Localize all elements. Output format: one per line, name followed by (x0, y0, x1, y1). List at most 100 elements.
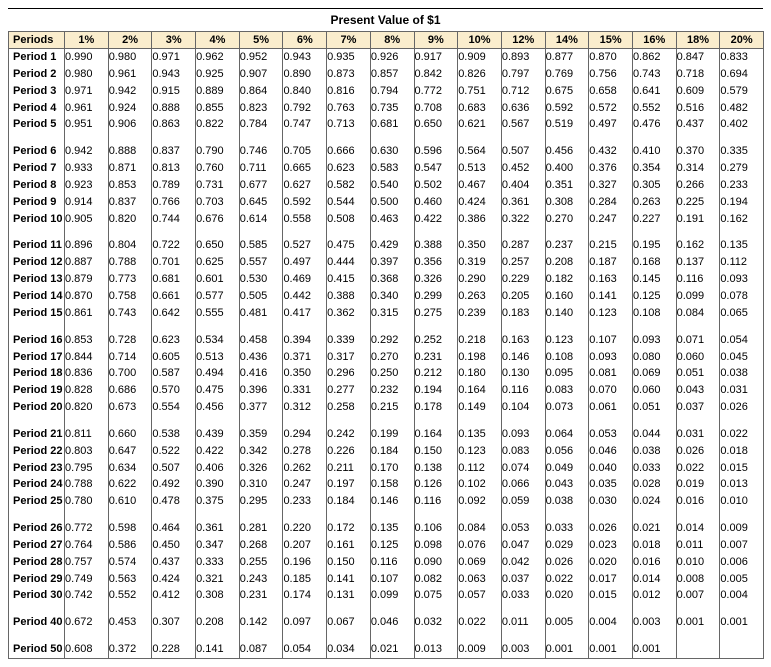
value-cell: 0.350 (283, 365, 327, 382)
value-cell: 0.625 (196, 254, 240, 271)
value-cell: 0.406 (196, 460, 240, 477)
value-cell: 0.044 (632, 426, 676, 443)
value-cell: 0.519 (545, 116, 589, 133)
value-cell: 0.676 (196, 211, 240, 228)
value-cell: 0.003 (632, 614, 676, 631)
value-cell: 0.067 (327, 614, 371, 631)
value-cell: 0.422 (196, 443, 240, 460)
period-label: Period 25 (9, 493, 65, 510)
value-cell: 0.788 (108, 254, 152, 271)
value-cell: 0.146 (370, 493, 414, 510)
value-cell: 0.142 (239, 614, 283, 631)
value-cell: 0.237 (545, 237, 589, 254)
value-cell: 0.006 (720, 554, 764, 571)
value-cell: 0.795 (65, 460, 109, 477)
value-cell: 0.065 (720, 305, 764, 322)
value-cell: 0.075 (414, 587, 458, 604)
value-cell: 0.164 (458, 382, 502, 399)
value-cell: 0.905 (65, 211, 109, 228)
value-cell: 0.158 (370, 476, 414, 493)
value-cell: 0.018 (720, 443, 764, 460)
value-cell: 0.024 (632, 493, 676, 510)
value-cell: 0.372 (108, 641, 152, 658)
period-label: Period 1 (9, 49, 65, 66)
value-cell: 0.208 (545, 254, 589, 271)
value-cell: 0.137 (676, 254, 720, 271)
value-cell: 0.028 (632, 476, 676, 493)
value-cell: 0.747 (283, 116, 327, 133)
value-cell: 0.647 (108, 443, 152, 460)
value-cell: 0.731 (196, 177, 240, 194)
value-cell: 0.197 (327, 476, 371, 493)
value-cell: 0.080 (632, 349, 676, 366)
value-cell: 0.888 (152, 100, 196, 117)
table-row: Period 90.9140.8370.7660.7030.6450.5920.… (9, 194, 764, 211)
table-row: Period 50.9510.9060.8630.8220.7840.7470.… (9, 116, 764, 133)
value-cell: 0.004 (720, 587, 764, 604)
value-cell: 0.416 (239, 365, 283, 382)
table-row: Period 40.9610.9240.8880.8550.8230.7920.… (9, 100, 764, 117)
value-cell: 0.038 (632, 443, 676, 460)
value-cell: 0.766 (152, 194, 196, 211)
value-cell: 0.961 (108, 66, 152, 83)
value-cell: 0.826 (458, 66, 502, 83)
value-cell: 0.583 (370, 160, 414, 177)
value-cell: 0.773 (108, 271, 152, 288)
value-cell: 0.811 (65, 426, 109, 443)
table-row: Period 500.6080.3720.2280.1410.0870.0540… (9, 641, 764, 658)
value-cell: 0.331 (283, 382, 327, 399)
value-cell: 0.909 (458, 49, 502, 66)
value-cell: 0.417 (283, 305, 327, 322)
value-cell: 0.701 (152, 254, 196, 271)
value-cell: 0.038 (545, 493, 589, 510)
value-cell: 0.069 (632, 365, 676, 382)
value-cell: 0.123 (545, 332, 589, 349)
group-gap (9, 322, 764, 332)
value-cell: 0.660 (108, 426, 152, 443)
value-cell: 0.574 (108, 554, 152, 571)
period-label: Period 21 (9, 426, 65, 443)
value-cell: 0.893 (501, 49, 545, 66)
table-row: Period 20.9800.9610.9430.9250.9070.8900.… (9, 66, 764, 83)
period-label: Period 28 (9, 554, 65, 571)
value-cell: 0.013 (414, 641, 458, 658)
table-row: Period 210.8110.6600.5380.4390.3590.2940… (9, 426, 764, 443)
value-cell: 0.020 (545, 587, 589, 604)
value-cell: 0.012 (632, 587, 676, 604)
value-cell: 0.141 (196, 641, 240, 658)
value-cell: 0.327 (589, 177, 633, 194)
value-cell: 0.317 (327, 349, 371, 366)
value-cell: 0.422 (414, 211, 458, 228)
value-cell: 0.233 (283, 493, 327, 510)
period-label: Period 8 (9, 177, 65, 194)
value-cell: 0.516 (676, 100, 720, 117)
value-cell: 0.042 (501, 554, 545, 571)
value-cell: 0.049 (545, 460, 589, 477)
value-cell: 0.502 (414, 177, 458, 194)
value-cell: 0.803 (65, 443, 109, 460)
value-cell: 0.481 (239, 305, 283, 322)
value-cell: 0.199 (370, 426, 414, 443)
value-cell: 0.033 (545, 520, 589, 537)
value-cell: 0.150 (327, 554, 371, 571)
value-cell: 0.195 (632, 237, 676, 254)
period-label: Period 23 (9, 460, 65, 477)
value-cell: 0.475 (327, 237, 371, 254)
value-cell: 0.046 (370, 614, 414, 631)
value-cell: 0.326 (414, 271, 458, 288)
group-gap (9, 416, 764, 426)
value-cell: 0.026 (589, 520, 633, 537)
value-cell: 0.889 (196, 83, 240, 100)
value-cell: 0.842 (414, 66, 458, 83)
value-cell: 0.040 (589, 460, 633, 477)
value-cell: 0.505 (239, 288, 283, 305)
value-cell: 0.513 (196, 349, 240, 366)
value-cell: 0.307 (152, 614, 196, 631)
value-cell: 0.614 (239, 211, 283, 228)
value-cell: 0.879 (65, 271, 109, 288)
value-cell: 0.145 (632, 271, 676, 288)
value-cell: 0.095 (545, 365, 589, 382)
header-rate: 3% (152, 32, 196, 49)
table-row: Period 300.7420.5520.4120.3080.2310.1740… (9, 587, 764, 604)
value-cell: 0.225 (676, 194, 720, 211)
